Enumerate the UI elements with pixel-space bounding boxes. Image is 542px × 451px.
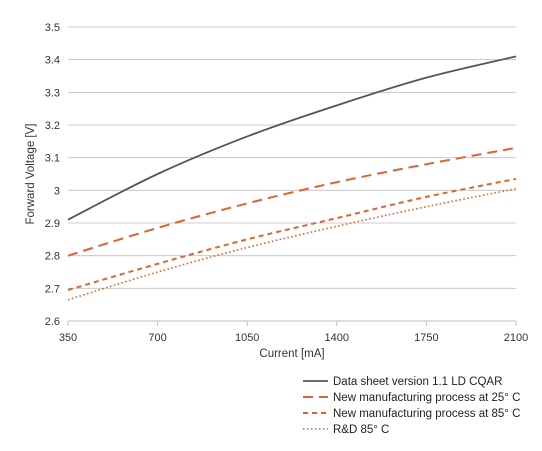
y-tick-label: 3.2: [45, 120, 60, 132]
series-line-2: [67, 146, 517, 257]
axis-layer: [67, 320, 517, 326]
legend-label: Data sheet version 1.1 LD CQAR: [333, 376, 502, 388]
x-tick-label: 1750: [414, 332, 438, 344]
y-tick-label: 3.1: [45, 153, 60, 165]
y-axis-title: Forward Voltage [V]: [25, 124, 37, 225]
y-tick-label: 3.4: [45, 55, 60, 67]
legend-label: New manufacturing process at 25° C: [333, 392, 520, 404]
x-tick-label: 350: [59, 332, 77, 344]
tick-layer: 2.6 2.7 2.8 2.9 3 3.1 3.2 3.3 3.4 3.5 350 700 1050 14…: [45, 22, 529, 344]
y-tick-label: 2.9: [45, 218, 60, 230]
series-layer: [67, 55, 517, 301]
x-tick-label: 700: [148, 332, 166, 344]
y-tick-label: 3.5: [45, 22, 60, 34]
series-line-3: [67, 177, 517, 291]
y-tick-label: 2.8: [45, 251, 60, 263]
x-tick-label: 1400: [325, 332, 349, 344]
x-tick-label: 2100: [504, 332, 528, 344]
legend-label: R&D 85° C: [333, 424, 389, 436]
legend: Data sheet version 1.1 LD CQAR New manufa…: [303, 376, 520, 436]
y-tick-label: 2.7: [45, 283, 60, 295]
y-tick-label: 2.6: [45, 316, 60, 328]
grid-layer: [68, 26, 516, 322]
series-line-1: [67, 55, 517, 221]
legend-label: New manufacturing process at 85° C: [333, 408, 520, 420]
series-line-4: [67, 187, 517, 301]
y-tick-label: 3.3: [45, 87, 60, 99]
y-tick-label: 3: [54, 185, 60, 197]
x-axis-title: Current [mA]: [259, 348, 324, 360]
x-tick-label: 1050: [235, 332, 259, 344]
